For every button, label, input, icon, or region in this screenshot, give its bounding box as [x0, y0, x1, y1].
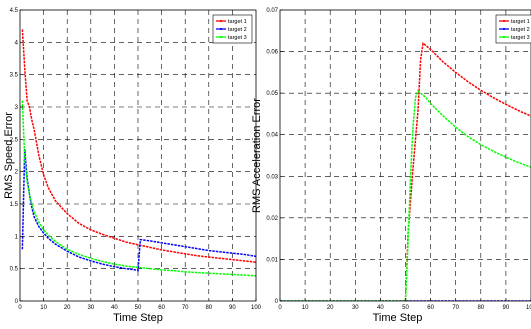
legend-marker [502, 19, 506, 23]
legend-marker [219, 27, 223, 31]
x-axis-label: Time Step [373, 312, 423, 324]
y-tick-label: 0.02 [266, 216, 278, 222]
legend-marker [219, 19, 223, 23]
x-tick-label: 60 [158, 305, 165, 311]
series-line-target-1 [280, 41, 531, 301]
x-tick-label: 80 [205, 305, 212, 311]
x-tick-label: 100 [251, 305, 262, 311]
series-line-target-2 [21, 148, 256, 272]
legend: target 1 target 2 target 3 [212, 14, 253, 44]
x-tick-label: 30 [87, 305, 94, 311]
x-tick-label: 30 [352, 305, 359, 311]
legend-marker [502, 35, 506, 39]
x-tick-label: 40 [377, 305, 384, 311]
legend: target 1 target 2 target 3 [495, 14, 531, 44]
y-axis-label: RMS Speed Error [3, 112, 15, 199]
y-tick-label: 0 [15, 299, 19, 305]
x-tick-label: 0 [18, 305, 22, 311]
y-tick-label: 4.5 [10, 8, 19, 14]
x-tick-label: 10 [302, 305, 309, 311]
legend-label: target 1 [511, 19, 530, 25]
series-line-target-1 [21, 29, 256, 263]
x-tick-label: 90 [503, 305, 510, 311]
y-tick-label: 0.07 [266, 8, 278, 14]
x-axis-label: Time Step [113, 312, 163, 324]
legend-label: target 1 [228, 19, 247, 25]
x-tick-label: 40 [111, 305, 118, 311]
x-tick-label: 70 [452, 305, 459, 311]
legend-label: target 2 [511, 27, 530, 33]
y-tick-label: 2 [15, 170, 19, 176]
y-tick-label: 1 [15, 234, 19, 240]
x-tick-label: 90 [229, 305, 236, 311]
y-tick-label: 0 [275, 299, 279, 305]
series-line-target-3 [280, 89, 531, 301]
y-axis-label: RMS Acceleration Error [251, 98, 263, 213]
legend-label: target 3 [511, 35, 530, 41]
x-tick-label: 50 [135, 305, 142, 311]
series-group [280, 41, 531, 301]
legend-marker [219, 35, 223, 39]
y-tick-label: 1.5 [10, 202, 19, 208]
legend-label: target 3 [228, 35, 247, 41]
y-tick-label: 0.03 [266, 174, 278, 180]
x-tick-label: 10 [40, 305, 47, 311]
x-tick-label: 20 [327, 305, 334, 311]
x-tick-label: 100 [526, 305, 531, 311]
x-tick-label: 80 [477, 305, 484, 311]
legend-label: target 2 [228, 27, 247, 33]
x-tick-label: 0 [278, 305, 282, 311]
y-tick-label: 3 [15, 105, 19, 111]
y-tick-label: 3.5 [10, 73, 19, 79]
y-tick-label: 4 [15, 40, 19, 46]
x-tick-label: 70 [182, 305, 189, 311]
legend-marker [502, 27, 506, 31]
series-line-target-3 [21, 100, 256, 277]
acceleration-error-chart: 0 10 20 30 40 50 60 70 80 90 100 0 0.01 0.02 0.03 0.04 0… [251, 8, 531, 324]
y-tick-label: 0.5 [10, 267, 19, 273]
series-group [21, 29, 256, 277]
legend-box [495, 14, 531, 44]
y-tick-label: 0.04 [266, 133, 278, 139]
y-tick-label: 2.5 [10, 137, 19, 143]
x-tick-label: 60 [427, 305, 434, 311]
y-tick-label: 0.06 [266, 50, 278, 56]
y-tick-label: 0.05 [266, 91, 278, 97]
x-tick-label: 50 [402, 305, 409, 311]
speed-error-chart: 0 10 20 30 40 50 60 70 80 90 100 0 0.5 1 1.5 2 2.5 3 3.5 4 4… [3, 8, 262, 324]
x-tick-label: 20 [64, 305, 71, 311]
y-tick-label: 0.01 [266, 257, 278, 263]
